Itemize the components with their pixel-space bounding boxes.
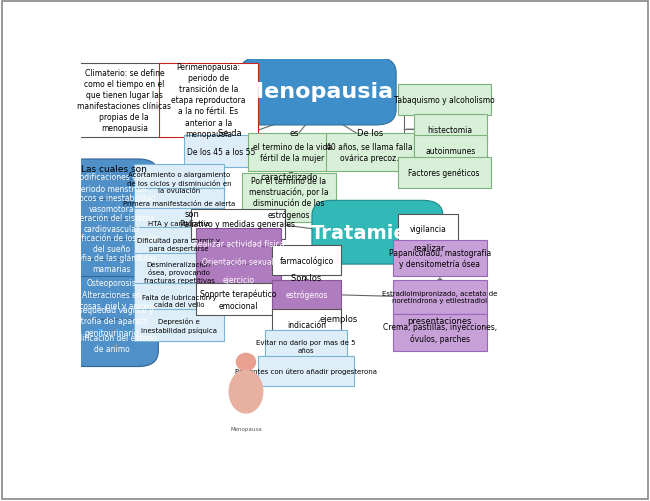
Text: autoinmunes: autoinmunes [425,147,475,156]
FancyBboxPatch shape [196,265,281,295]
Text: Primera manifestación de alerta: Primera manifestación de alerta [123,201,235,207]
FancyBboxPatch shape [134,284,224,317]
FancyBboxPatch shape [393,315,488,351]
Text: De los 45 a los 55: De los 45 a los 55 [187,147,255,156]
FancyBboxPatch shape [414,136,487,166]
FancyBboxPatch shape [272,310,341,340]
Text: Por el termino de la
menstruación, por la
disminución de los
estrógenos: Por el termino de la menstruación, por l… [249,176,329,220]
FancyBboxPatch shape [265,330,346,363]
Text: es: es [289,129,299,138]
Text: Climaterio: se define
como el tiempo en el
que tienen lugar las
manifestaciones : Climaterio: se define como el tiempo en … [77,69,172,133]
FancyBboxPatch shape [65,260,159,306]
Text: Pacientes con útero añadir progesterona: Pacientes con útero añadir progesterona [235,368,377,374]
FancyBboxPatch shape [65,320,159,367]
Text: Soporte terapéutico
emocional: Soporte terapéutico emocional [200,290,277,310]
FancyBboxPatch shape [183,135,259,168]
Text: presentaciones: presentaciones [408,316,472,325]
Text: indicación: indicación [287,320,326,329]
Text: Osteoporosis: Osteoporosis [87,278,136,287]
Text: Orientación sexual: Orientación sexual [203,258,274,267]
FancyBboxPatch shape [65,200,159,247]
Text: Sofocos e inestabilidad
vasomotora: Sofocos e inestabilidad vasomotora [68,193,156,213]
FancyBboxPatch shape [196,228,281,259]
Text: Menopausia: Menopausia [242,82,393,102]
FancyBboxPatch shape [134,208,224,238]
FancyBboxPatch shape [272,280,341,310]
Text: ejercicio: ejercicio [222,276,254,285]
FancyBboxPatch shape [196,284,281,316]
FancyBboxPatch shape [65,277,159,324]
FancyBboxPatch shape [248,133,337,172]
FancyBboxPatch shape [242,174,335,222]
Text: el termino de la vida
fértil de la mujer: el termino de la vida fértil de la mujer [253,142,332,163]
Text: Falta de lubricación y
caída del vello: Falta de lubricación y caída del vello [142,293,216,308]
Text: farmacológico: farmacológico [280,256,333,265]
Text: realizar: realizar [413,244,445,253]
Text: Modificación del estado
de animo: Modificación del estado de animo [66,333,157,353]
Text: 40 años, se llama falla
ovárica precoz.: 40 años, se llama falla ovárica precoz. [326,143,413,163]
FancyBboxPatch shape [398,158,491,188]
FancyBboxPatch shape [240,58,396,126]
FancyBboxPatch shape [393,240,488,277]
Text: Tratamiento: Tratamiento [311,223,444,242]
Text: Modificaciones en el
periodo menstrual: Modificaciones en el periodo menstrual [73,173,151,193]
FancyBboxPatch shape [398,85,491,116]
Text: Acortamiento o alargamiento
de los ciclos y disminución en
la ovulación: Acortamiento o alargamiento de los ciclo… [127,171,231,194]
FancyBboxPatch shape [75,64,174,137]
Text: Estradiolmipronizado, acetato de
noretindrona y etilestradiol: Estradiolmipronizado, acetato de noretin… [382,290,498,304]
FancyBboxPatch shape [134,189,224,219]
FancyBboxPatch shape [65,296,159,346]
Text: Son los: Son los [291,274,322,283]
Text: Paliativo y medidas generales: Paliativo y medidas generales [181,220,295,229]
Text: Evitar no darlo por mas de 5
años: Evitar no darlo por mas de 5 años [256,340,356,353]
Text: Desmineralización
ósea, provocando
fracturas repetitivas: Desmineralización ósea, provocando fract… [144,261,214,284]
Text: vigilancia: vigilancia [410,225,447,234]
FancyBboxPatch shape [257,356,354,386]
Text: Dificultad para dormir y
para despertarse: Dificultad para dormir y para despertars… [137,238,220,252]
Text: Perimenopausia:
periodo de
transición de la
etapa reproductora
a la no fértil. E: Perimenopausia: periodo de transición de… [171,63,246,138]
Text: HTA y cardiopatía: HTA y cardiopatía [148,220,210,226]
Text: Crema, pastillas, inyecciones,
óvulos, parches: Crema, pastillas, inyecciones, óvulos, p… [383,323,497,343]
FancyBboxPatch shape [398,214,458,244]
FancyBboxPatch shape [134,253,224,292]
Text: Alteraciones en
mucosas, piel y anexos: Alteraciones en mucosas, piel y anexos [68,291,156,311]
Text: Resequedad vaginal y
atrofia del aparato
genitourinario: Resequedad vaginal y atrofia del aparato… [70,306,154,337]
FancyBboxPatch shape [393,280,488,314]
FancyBboxPatch shape [159,64,257,137]
FancyBboxPatch shape [134,164,224,201]
Text: son: son [185,210,200,219]
Text: caracterizado: caracterizado [261,172,318,181]
Text: De los: De los [357,129,383,138]
Text: Atrofia de las glándulas
mamarias: Atrofia de las glándulas mamarias [66,254,157,274]
FancyBboxPatch shape [272,245,341,276]
Text: histectomia: histectomia [428,125,473,134]
Text: Tabaquismo y alcoholismo: Tabaquismo y alcoholismo [394,96,495,105]
FancyBboxPatch shape [134,309,224,342]
FancyBboxPatch shape [312,201,443,265]
FancyBboxPatch shape [196,247,281,277]
FancyBboxPatch shape [65,180,159,227]
Text: Realizar actividad física: Realizar actividad física [193,239,284,248]
Text: Se da: Se da [218,129,242,138]
Text: estrógenos: estrógenos [285,290,328,300]
FancyBboxPatch shape [414,115,487,145]
Text: Alteración del sistema
cardiovascular: Alteración del sistema cardiovascular [69,213,155,233]
FancyBboxPatch shape [134,227,224,262]
Text: ejemplos: ejemplos [319,314,358,323]
Text: Papanicolaou, mastografía
y densitometría ósea: Papanicolaou, mastografía y densitometrí… [389,248,491,269]
FancyBboxPatch shape [65,220,159,267]
Text: Las cuales son: Las cuales son [81,164,147,173]
Text: Factores genéticos: Factores genéticos [408,168,480,178]
FancyBboxPatch shape [65,160,159,207]
FancyBboxPatch shape [326,133,414,172]
FancyBboxPatch shape [65,240,159,287]
FancyBboxPatch shape [190,209,285,239]
Text: Modificación de los ciclos
del sueño: Modificación de los ciclos del sueño [63,233,161,254]
Text: Depresión e
inestabilidad psíquica: Depresión e inestabilidad psíquica [141,318,217,333]
